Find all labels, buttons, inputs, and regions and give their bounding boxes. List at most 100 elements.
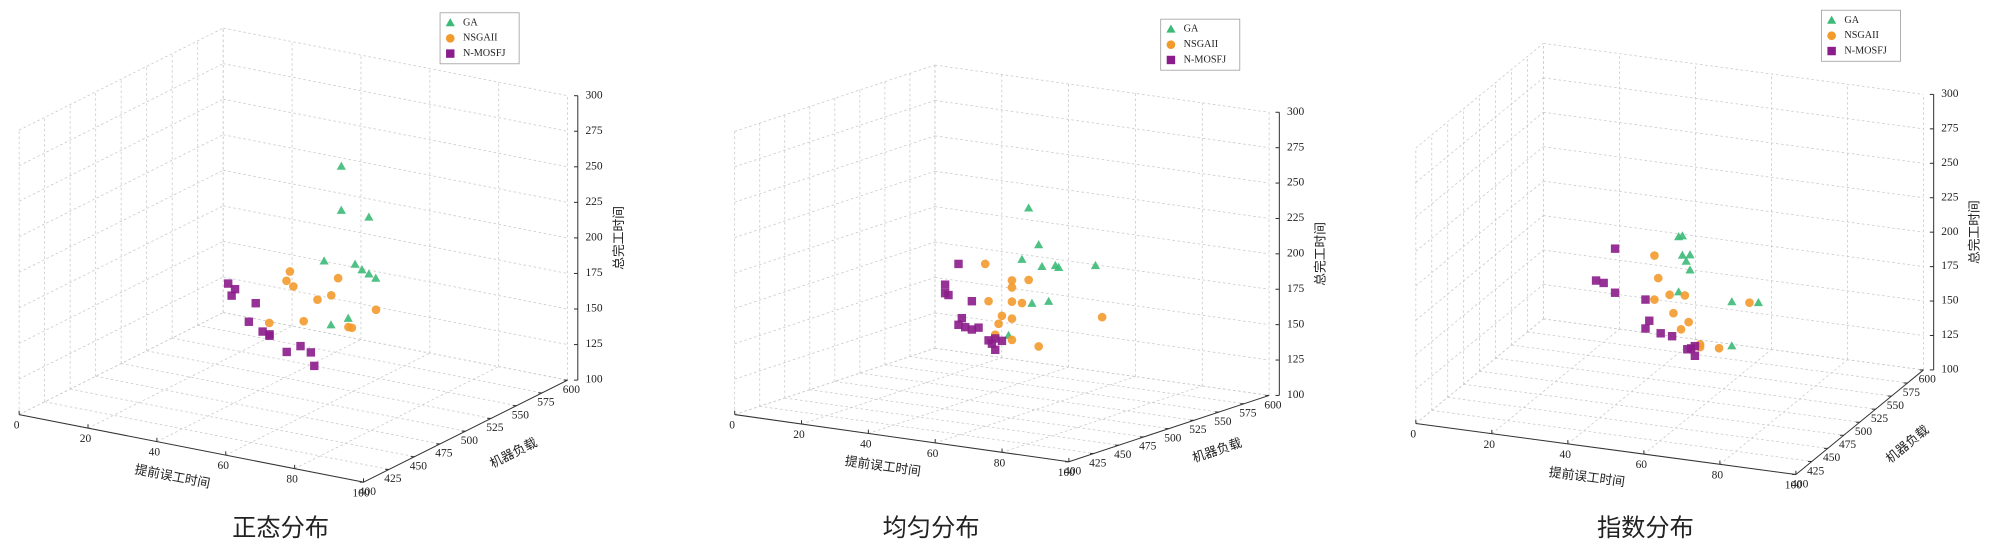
grid-line (859, 372, 1195, 421)
point (1676, 325, 1686, 334)
z-tick-label: 125 (1287, 354, 1304, 366)
grid-line (1431, 410, 1812, 462)
y-tick-label: 450 (1114, 449, 1131, 461)
grid-line (70, 388, 415, 458)
grid-line (223, 63, 568, 132)
point (371, 305, 381, 315)
grid-line (44, 401, 390, 470)
caption: 正态分布 (232, 515, 329, 542)
point (1097, 312, 1107, 322)
y-tick-label: 425 (1089, 457, 1106, 469)
z-axis-label: 总完工时间 (612, 206, 626, 270)
grid-line (935, 376, 1136, 444)
y-tick-label: 450 (1823, 452, 1840, 464)
grid-line (156, 339, 362, 442)
point (350, 259, 360, 268)
point (1667, 331, 1677, 341)
y-axis-label: 机器负载 (1191, 436, 1244, 465)
point (265, 331, 274, 340)
grid-line (1543, 77, 1924, 130)
grid-line (18, 169, 224, 273)
grid-line (1543, 111, 1924, 164)
point (299, 316, 309, 326)
point (954, 320, 963, 330)
point (282, 347, 291, 357)
point (333, 273, 343, 283)
grid-line (1415, 180, 1544, 287)
point (296, 341, 305, 351)
point (227, 291, 236, 300)
point (1027, 298, 1037, 307)
point (1690, 351, 1700, 360)
x-axis-label: 提前误工时间 (1548, 464, 1626, 489)
grid-line (934, 135, 1270, 184)
legend-marker (446, 49, 455, 58)
point (954, 259, 963, 269)
point (326, 320, 336, 329)
x-axis (19, 414, 364, 483)
point (1007, 297, 1017, 306)
grid-line (95, 375, 441, 445)
z-tick-label: 275 (585, 125, 602, 137)
point (984, 296, 993, 306)
z-tick-label: 300 (585, 89, 602, 101)
grid-line (223, 98, 568, 168)
legend-label: GA (1184, 24, 1199, 35)
point (957, 313, 967, 323)
grid-line (834, 381, 1170, 429)
grid-line (934, 100, 1270, 149)
x-tick-label: 0 (729, 420, 735, 432)
grid-line (223, 276, 568, 345)
z-tick-label: 125 (1941, 329, 1958, 341)
point (1650, 295, 1659, 304)
legend-marker (1827, 46, 1836, 56)
point (364, 269, 374, 278)
point (1690, 341, 1700, 351)
point (1007, 283, 1017, 292)
point (336, 161, 346, 170)
point (1745, 298, 1754, 308)
point (1044, 296, 1054, 305)
y-tick-label: 550 (1214, 416, 1231, 428)
point (1685, 265, 1695, 274)
point (1599, 278, 1608, 288)
point (1653, 273, 1663, 283)
legend-label: N-MOSFJ (1184, 54, 1226, 65)
point (1727, 297, 1737, 306)
y-tick-label: 575 (1239, 408, 1256, 420)
point (940, 280, 950, 289)
grid-line (18, 27, 224, 131)
grid-line (1543, 146, 1924, 199)
point (357, 265, 367, 274)
grid-line (18, 276, 224, 380)
point (1727, 341, 1737, 350)
grid-line (801, 357, 1002, 425)
grid-line (223, 205, 568, 274)
y-tick-label: 525 (486, 422, 503, 434)
y-tick-label: 400 (1064, 466, 1081, 478)
legend-marker (1827, 31, 1836, 41)
grid-line (784, 397, 1119, 446)
x-tick-label: 20 (793, 429, 805, 441)
point (1090, 260, 1101, 270)
x-tick-label: 40 (149, 447, 161, 459)
point (987, 339, 997, 348)
point (967, 296, 977, 306)
grid-line (223, 169, 568, 239)
grid-line (18, 63, 224, 167)
x-tick-label: 100 (1785, 480, 1802, 492)
legend-marker (1166, 24, 1176, 33)
y-axis-label: 机器负载 (488, 435, 540, 470)
point (994, 319, 1003, 329)
point (1034, 240, 1044, 249)
point (1683, 345, 1692, 354)
legend-marker (1827, 15, 1837, 24)
grid-line (934, 206, 1270, 255)
legend-label: N-MOSFJ (463, 48, 505, 59)
point (1677, 250, 1687, 259)
grid-line (734, 100, 936, 168)
grid-line (1415, 111, 1544, 218)
x-axis (1415, 422, 1796, 476)
x-tick-label: 100 (1058, 467, 1075, 479)
legend-label: N-MOSFJ (1844, 45, 1886, 56)
